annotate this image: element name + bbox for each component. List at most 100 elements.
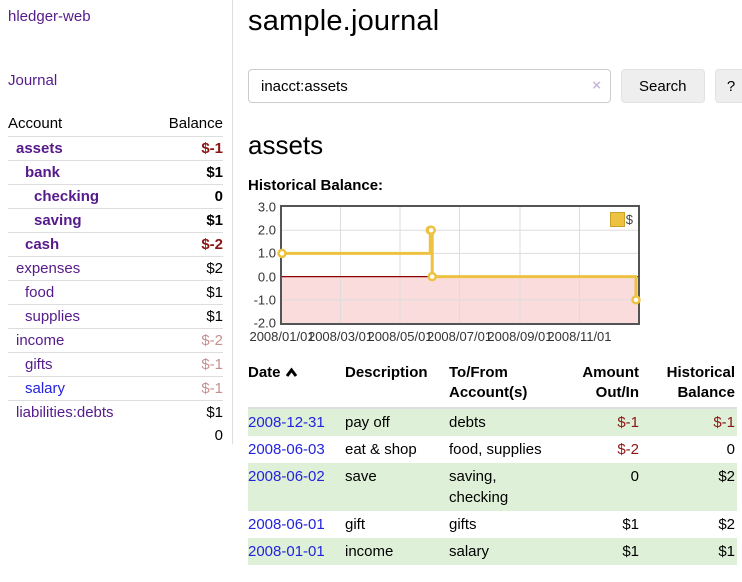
account-link[interactable]: gifts [25, 356, 53, 373]
account-row: liabilities:debts $1 [8, 400, 223, 424]
y-axis-tick-label: 0.0 [257, 269, 276, 285]
clear-search-icon[interactable]: × [592, 77, 601, 94]
transaction-balance: $1 [718, 543, 735, 560]
account-row: cash $-2 [8, 232, 223, 257]
transaction-balance: 0 [726, 441, 735, 458]
register-header-balance: Historical Balance [647, 361, 737, 409]
transaction-amount: $-1 [617, 414, 639, 431]
account-balance: $1 [150, 400, 223, 424]
y-axis-tick-label: 1.0 [257, 245, 276, 261]
account-balance: $-2 [150, 328, 223, 353]
register-row: 2008-01-01 income salary $1 $1 [248, 538, 737, 565]
account-link[interactable]: supplies [25, 308, 81, 325]
legend-swatch [609, 212, 625, 227]
transaction-amount: 0 [630, 468, 639, 485]
transaction-description: pay off [345, 414, 390, 431]
account-link[interactable]: bank [25, 164, 61, 181]
account-link[interactable]: salary [25, 380, 66, 397]
transaction-date-link[interactable]: 2008-01-01 [248, 543, 325, 560]
accounts-header-account: Account [8, 112, 151, 137]
account-row: checking 0 [8, 184, 223, 209]
account-row: saving $1 [8, 208, 223, 233]
register-header-accounts: To/From Account(s) [449, 361, 562, 409]
account-balance: $-1 [150, 352, 223, 377]
transaction-date-link[interactable]: 2008-12-31 [248, 414, 325, 431]
sort-ascending-icon [285, 367, 297, 377]
historical-balance-chart: $ -2.0 -1.0 0.0 1.0 2.0 3.0 2008/01/01 2008/03/… [248, 199, 642, 346]
transaction-date-link[interactable]: 2008-06-01 [248, 516, 325, 533]
sidebar-item-journal[interactable]: Journal [8, 72, 58, 89]
y-axis-tick-label: 3.0 [257, 199, 276, 215]
account-row: assets $-1 [8, 137, 223, 161]
sidebar: hledger-web Journal Account Balance asse… [0, 0, 233, 582]
account-balance: $1 [150, 280, 223, 305]
account-link[interactable]: saving [34, 212, 82, 229]
register-row: 2008-12-31 pay off debts $-1 $-1 [248, 408, 737, 436]
transaction-description: gift [345, 516, 366, 533]
register-table: Date Description To/From Account(s) Amoun… [248, 361, 737, 565]
account-link[interactable]: checking [34, 188, 100, 205]
y-axis-tick-label: 2.0 [257, 222, 276, 238]
search-button[interactable]: Search [621, 69, 705, 103]
account-balance: $1 [150, 208, 223, 233]
help-button[interactable]: ? [714, 69, 742, 103]
account-balance: $-1 [201, 140, 223, 157]
account-link[interactable]: liabilities:debts [16, 404, 114, 421]
register-header-description: Description [345, 361, 449, 409]
accounts-table: Account Balance assets $-1 bank $1 check… [8, 112, 223, 447]
accounts-total-balance: 0 [214, 427, 223, 444]
transaction-description: income [345, 543, 394, 560]
search-form: × Search ? [248, 69, 742, 103]
x-axis-tick-label: 2008/03/01 [307, 329, 374, 344]
transaction-amount: $1 [622, 543, 639, 560]
x-axis-tick-label: 2008/05/01 [367, 329, 433, 344]
transaction-date-link[interactable]: 2008-06-03 [248, 441, 325, 458]
account-row: bank $1 [8, 160, 223, 185]
register-row: 2008-06-01 gift gifts $1 $2 [248, 511, 737, 538]
transaction-description: eat & shop [345, 441, 417, 458]
x-axis-tick-label: 2008/01/01 [249, 329, 315, 344]
transaction-accounts: saving, checking [449, 468, 509, 506]
account-heading: assets [248, 130, 324, 160]
account-row: food $1 [8, 280, 223, 305]
transaction-accounts: debts [449, 414, 486, 431]
account-row: expenses $2 [8, 256, 223, 281]
transaction-amount: $-2 [617, 441, 639, 458]
transaction-accounts: food, supplies [449, 441, 542, 458]
transaction-date-link[interactable]: 2008-06-02 [248, 468, 325, 485]
account-link[interactable]: expenses [16, 260, 81, 277]
accounts-total-row: 0 [8, 424, 223, 447]
transaction-description: save [345, 468, 377, 485]
chart-legend: $ [609, 212, 633, 227]
chart-title: Historical Balance: [248, 177, 384, 194]
search-input[interactable] [248, 69, 611, 103]
transaction-amount: $1 [622, 516, 639, 533]
x-axis-tick-label: 2008/11/01 [547, 329, 612, 344]
x-axis-tick-label: 2008/07/01 [426, 329, 493, 344]
account-balance: $-1 [150, 376, 223, 401]
account-row: income $-2 [8, 328, 223, 353]
register-header-amount: Amount Out/In [562, 361, 647, 409]
account-row: gifts $-1 [8, 352, 223, 377]
page-title: sample.journal [248, 5, 440, 37]
account-row: supplies $1 [8, 304, 223, 329]
account-link[interactable]: assets [16, 140, 63, 157]
account-link[interactable]: income [16, 332, 65, 349]
register-row: 2008-06-02 save saving, checking 0 $2 [248, 463, 737, 511]
y-axis-tick-label: -1.0 [253, 292, 276, 308]
account-link[interactable]: cash [25, 236, 60, 253]
transaction-balance: $2 [718, 516, 735, 533]
account-balance: $-2 [150, 232, 223, 257]
register-header-row: Date Description To/From Account(s) Amoun… [248, 361, 737, 409]
y-axis-tick-label: -2.0 [253, 315, 276, 331]
brand-link[interactable]: hledger-web [8, 8, 91, 25]
chart-plot-area[interactable]: $ [277, 205, 641, 325]
main-content: sample.journal × Search ? assets Histori… [233, 0, 742, 582]
register-header-date[interactable]: Date [248, 361, 345, 409]
account-balance: $2 [150, 256, 223, 281]
transaction-balance: $-1 [713, 414, 735, 431]
account-balance: $1 [150, 160, 223, 185]
transaction-accounts: gifts [449, 516, 477, 533]
account-link[interactable]: food [25, 284, 55, 301]
transaction-accounts: salary [449, 543, 490, 560]
